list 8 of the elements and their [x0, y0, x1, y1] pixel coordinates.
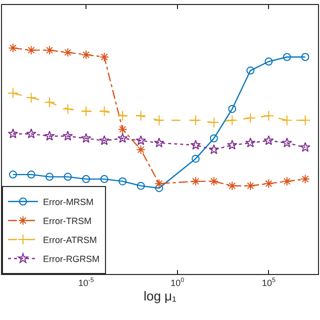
x-tick-label: 10$^{-5}$ — [78, 277, 94, 288]
legend-label: Error-MRSM — [43, 197, 94, 208]
legend-label: Error-ATRSM — [43, 235, 97, 246]
legend-label: Error-RGRSM — [43, 254, 100, 264]
x-tick-label: 10$^{5}$ — [262, 277, 276, 288]
x-axis-title: log μ₁ — [144, 288, 178, 304]
x-tick-label: 10$^{0}$ — [170, 277, 185, 288]
legend-label: Error-TRSM — [43, 216, 92, 226]
